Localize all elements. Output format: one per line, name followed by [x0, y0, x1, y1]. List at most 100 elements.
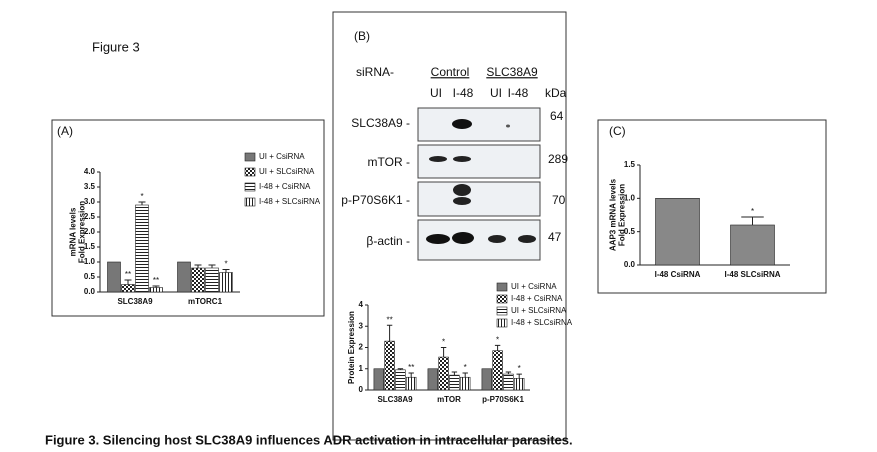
- error-bar: [516, 373, 522, 379]
- blot-unit: kDa: [545, 86, 567, 100]
- bar: [427, 368, 438, 391]
- bar: [191, 267, 205, 293]
- x-tick-label: mTOR: [437, 395, 461, 404]
- significance: *: [442, 338, 445, 347]
- legend-label: I-48 + CsiRNA: [511, 294, 563, 303]
- bar: [481, 368, 492, 391]
- error-bar: [208, 264, 216, 268]
- legend-swatch: [244, 182, 256, 192]
- y-axis-label: Protein Expression: [347, 311, 356, 384]
- error-bar: [494, 344, 501, 351]
- panel-c-box: [597, 119, 827, 294]
- bar: [405, 376, 417, 391]
- significance: **: [125, 270, 131, 279]
- error-bar: [124, 279, 132, 285]
- legend-label: UI + SLCsiRNA: [511, 306, 567, 315]
- legend-swatch: [244, 152, 256, 162]
- caption: Figure 3. Silencing host SLC38A9 influen…: [45, 432, 573, 447]
- significance: *: [518, 364, 521, 373]
- bar: [459, 376, 471, 391]
- blot-group: SLC38A9: [486, 65, 538, 79]
- significance: **: [408, 363, 414, 372]
- bar: [177, 261, 191, 293]
- bar: [449, 374, 460, 391]
- y-tick-label: 4.0: [84, 167, 96, 176]
- legend-label: UI + CsiRNA: [259, 152, 305, 161]
- blot-lane: I-48: [508, 86, 529, 100]
- legend-swatch: [244, 197, 256, 207]
- panel-label: (C): [609, 124, 626, 138]
- error-bar: [397, 368, 404, 370]
- blot-row-label: β-actin -: [366, 234, 410, 248]
- x-tick-label: mTORC1: [188, 297, 223, 306]
- bar: [149, 287, 163, 293]
- bar: [121, 284, 135, 293]
- bar: [373, 368, 384, 391]
- y-tick-label: 1.5: [624, 160, 636, 169]
- bar: [205, 267, 219, 293]
- error-bar: [408, 372, 414, 378]
- error-bar: [222, 269, 230, 273]
- y-tick-label: 1.0: [84, 257, 96, 266]
- y-axis-label: Fold Expression: [618, 184, 627, 246]
- bar: [655, 198, 700, 266]
- y-tick-label: 0.0: [84, 287, 96, 296]
- blot-kda: 70: [552, 193, 566, 207]
- significance: *: [496, 335, 499, 344]
- blot-lane: UI: [490, 86, 502, 100]
- panel-label: (A): [57, 124, 73, 138]
- error-bar: [462, 372, 468, 378]
- blot-lane: I-48: [453, 86, 474, 100]
- error-bar: [386, 324, 393, 342]
- blot-strips: [417, 107, 541, 261]
- significance: *: [751, 207, 754, 216]
- blot-lane: UI: [430, 86, 442, 100]
- bar: [438, 356, 449, 391]
- x-tick-label: SLC38A9: [117, 297, 153, 306]
- y-tick-label: 3.0: [84, 197, 96, 206]
- legend-swatch: [244, 167, 256, 177]
- significance: *: [464, 363, 467, 372]
- significance: *: [140, 192, 143, 201]
- bar: [492, 350, 503, 391]
- significance: **: [386, 315, 392, 324]
- error-bar: [505, 371, 512, 375]
- bar: [135, 204, 149, 293]
- legend-swatch: [496, 318, 508, 328]
- y-axis-label: Fold Expression: [78, 201, 87, 263]
- bar: [395, 369, 406, 391]
- y-tick-label: 2: [359, 343, 364, 352]
- error-bar: [741, 216, 764, 225]
- y-axis-label: mRNA levels: [69, 207, 78, 256]
- bar: [513, 378, 525, 391]
- bar: [384, 340, 395, 391]
- y-tick-label: 0: [359, 385, 364, 394]
- bar: [503, 373, 514, 391]
- panel-b-box: [332, 11, 567, 441]
- y-tick-label: 0.0: [624, 260, 636, 269]
- figure-label: Figure 3: [92, 39, 140, 54]
- y-tick-label: 3: [359, 321, 364, 330]
- x-tick-label: SLC38A9: [377, 395, 413, 404]
- legend-label: I-48 + SLCsiRNA: [511, 318, 573, 327]
- x-tick-label: p-P70S6K1: [482, 395, 524, 404]
- panel-a-box: [51, 119, 325, 317]
- legend-label: I-48 + SLCsiRNA: [259, 197, 321, 206]
- y-tick-label: 1: [359, 364, 364, 373]
- legend-label: UI + SLCsiRNA: [259, 167, 315, 176]
- blot-sirna: siRNA-: [356, 65, 394, 79]
- y-tick-label: 1.5: [84, 242, 96, 251]
- blot-kda: 47: [548, 230, 562, 244]
- blot-kda: 64: [550, 109, 564, 123]
- blot-kda: 289: [548, 152, 568, 166]
- significance: **: [153, 276, 159, 285]
- significance: *: [224, 260, 227, 269]
- error-bar: [451, 371, 458, 376]
- panel-label: (B): [354, 29, 370, 43]
- bar: [219, 272, 233, 293]
- x-tick-label: I-48 CsiRNA: [655, 270, 701, 279]
- legend-swatch: [496, 282, 508, 292]
- y-axis-label: AAP3 mRNA levels: [609, 178, 618, 251]
- y-tick-label: 1.0: [624, 193, 636, 202]
